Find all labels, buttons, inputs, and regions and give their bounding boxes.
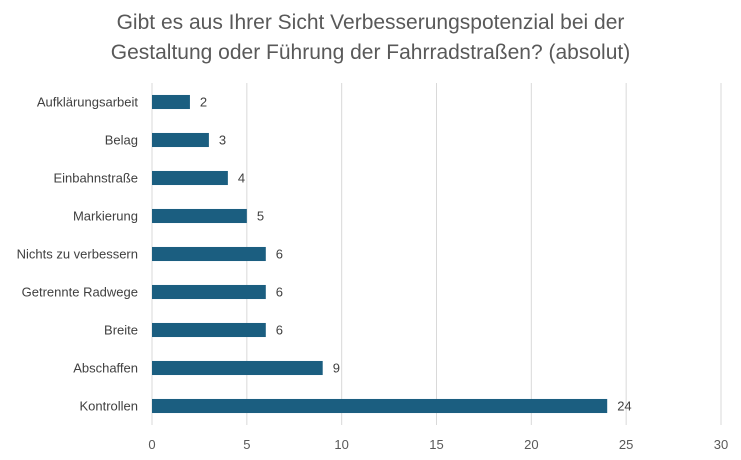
bar	[152, 322, 266, 338]
category-label: Aufklärungsarbeit	[37, 95, 139, 110]
x-tick-label: 30	[714, 437, 728, 452]
category-label: Nichts zu verbessern	[17, 247, 138, 262]
x-tick-label: 20	[524, 437, 538, 452]
bar	[152, 246, 266, 262]
category-label: Abschaffen	[73, 361, 138, 376]
category-label: Markierung	[73, 209, 138, 224]
category-label: Einbahnstraße	[53, 171, 138, 186]
x-tick-label: 25	[619, 437, 633, 452]
data-labels: 2 3 4 5 6 6 6 9 24	[200, 95, 632, 414]
category-labels: Aufklärungsarbeit Belag Einbahnstraße Marki…	[17, 95, 139, 414]
bars	[152, 94, 608, 414]
bar	[152, 208, 247, 224]
data-label: 6	[276, 323, 283, 338]
x-axis-ticks: 0 5 10 15 20 25 30	[148, 437, 728, 452]
x-tick-label: 5	[243, 437, 250, 452]
data-label: 6	[276, 247, 283, 262]
data-label: 9	[333, 361, 340, 376]
data-label: 5	[257, 209, 264, 224]
data-label: 4	[238, 171, 245, 186]
bar	[152, 284, 266, 300]
data-label: 2	[200, 95, 207, 110]
category-label: Kontrollen	[79, 399, 138, 414]
x-tick-label: 0	[148, 437, 155, 452]
chart-title-line-1: Gibt es aus Ihrer Sicht Verbesserungspot…	[116, 11, 625, 34]
bar	[152, 132, 209, 148]
data-label: 6	[276, 285, 283, 300]
category-label: Breite	[104, 323, 138, 338]
bar	[152, 170, 228, 186]
data-label: 3	[219, 133, 226, 148]
bar	[152, 94, 190, 110]
chart-title: Gibt es aus Ihrer Sicht Verbesserungspot…	[0, 8, 741, 68]
category-label: Belag	[105, 133, 138, 148]
bar	[152, 360, 323, 376]
data-label: 24	[617, 399, 631, 414]
x-tick-label: 10	[334, 437, 348, 452]
category-label: Getrennte Radwege	[22, 285, 138, 300]
bar	[152, 398, 608, 414]
x-tick-label: 15	[429, 437, 443, 452]
chart-title-line-2: Gestaltung oder Führung der Fahrradstraß…	[110, 41, 631, 64]
